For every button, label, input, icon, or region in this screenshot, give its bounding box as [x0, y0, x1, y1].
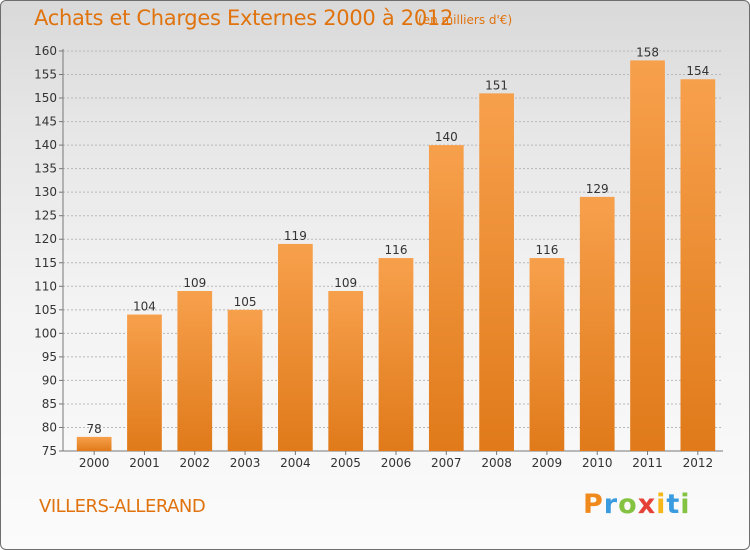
x-tick-label: 2012	[683, 456, 714, 470]
x-tick-label: 2009	[532, 456, 563, 470]
data-label: 140	[435, 130, 458, 144]
data-label: 116	[385, 243, 408, 257]
x-tick-label: 2006	[381, 456, 412, 470]
bar	[579, 196, 615, 451]
y-tick-label: 145	[34, 115, 57, 129]
grid-lines	[63, 50, 723, 452]
x-tick-label: 2008	[481, 456, 512, 470]
y-tick-label: 125	[34, 209, 57, 223]
x-tick-label: 2002	[179, 456, 210, 470]
bar	[127, 314, 162, 451]
data-label: 104	[133, 300, 156, 314]
y-tick-label: 155	[34, 68, 57, 82]
y-tick-label: 110	[34, 279, 57, 293]
y-tick-label: 75	[42, 444, 57, 458]
x-tick-label: 2010	[582, 456, 613, 470]
bar	[278, 243, 313, 451]
data-label: 116	[535, 243, 558, 257]
data-label: 119	[284, 229, 307, 243]
data-labels: 78 104 109 105 119 109 116 140 151 116 129 158 154	[87, 45, 710, 435]
y-tick-label: 160	[34, 44, 57, 58]
y-tick-label: 140	[34, 138, 57, 152]
x-tick-label: 2003	[230, 456, 261, 470]
x-tick-label: 2005	[330, 456, 361, 470]
y-tick-label: 150	[34, 91, 57, 105]
y-tick-label: 105	[34, 303, 57, 317]
y-tick-label: 115	[34, 256, 57, 270]
bar	[227, 309, 263, 451]
data-label: 105	[234, 295, 257, 309]
bar	[428, 145, 464, 451]
bar	[76, 436, 112, 451]
x-tick-label: 2004	[280, 456, 311, 470]
bar	[328, 291, 364, 451]
x-tick-label: 2011	[632, 456, 663, 470]
bar	[378, 258, 414, 451]
bar	[479, 93, 514, 452]
data-label: 158	[636, 45, 659, 59]
chart-subtitle: (en milliers d'€)	[418, 13, 513, 27]
y-tick-label: 95	[42, 350, 57, 364]
y-tick-label: 135	[34, 162, 57, 176]
data-label: 109	[334, 276, 357, 290]
data-label: 109	[183, 276, 206, 290]
data-label: 78	[87, 422, 102, 436]
bar	[680, 79, 716, 451]
y-tick-label: 100	[34, 326, 57, 340]
x-tick-label: 2007	[431, 456, 462, 470]
bar	[630, 60, 665, 451]
x-tick-label: 2000	[79, 456, 110, 470]
data-label: 129	[586, 182, 609, 196]
chart-title: Achats et Charges Externes 2000 à 2012	[34, 6, 454, 30]
bars	[76, 60, 716, 452]
y-tick-label: 85	[42, 397, 57, 411]
data-label: 154	[686, 64, 709, 78]
x-tick-label: 2001	[129, 456, 160, 470]
y-tick-label: 130	[34, 185, 57, 199]
proxiti-logo[interactable]: Proxiti	[583, 489, 691, 520]
bar	[529, 258, 565, 451]
place-name: VILLERS-ALLERAND	[39, 496, 206, 517]
y-tick-label: 90	[42, 373, 57, 387]
bar	[177, 291, 213, 451]
data-label: 151	[485, 78, 508, 92]
y-tick-label: 80	[42, 420, 57, 434]
y-tick-label: 120	[34, 232, 57, 246]
